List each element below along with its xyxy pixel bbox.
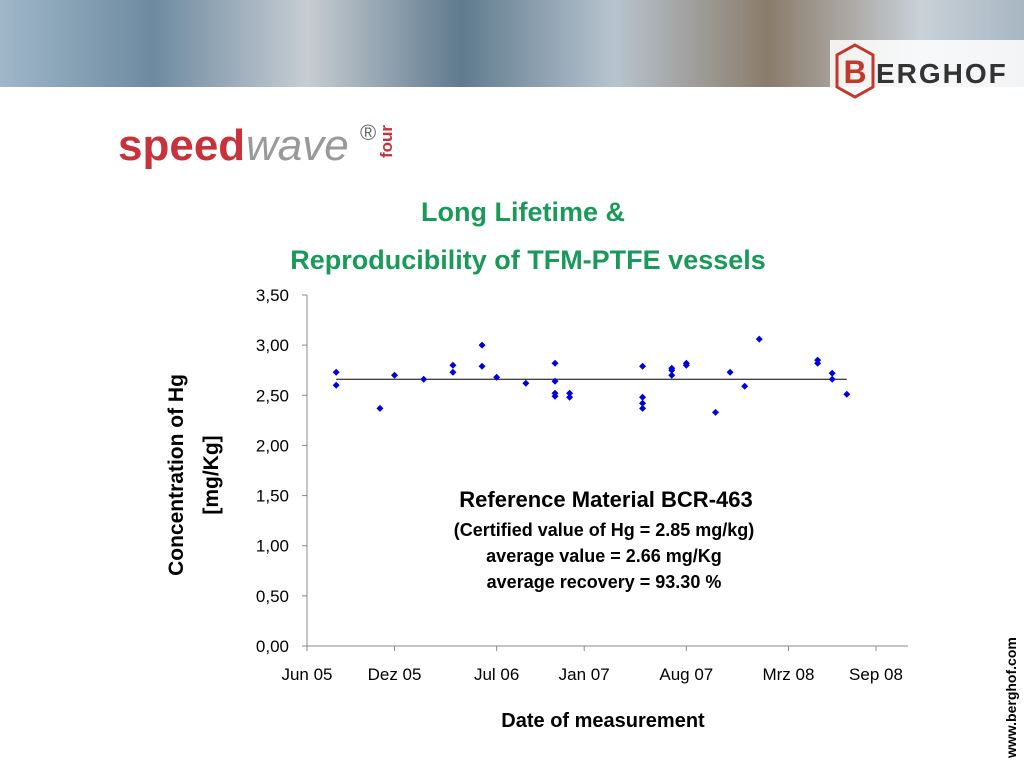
data-point bbox=[551, 392, 559, 400]
data-point bbox=[726, 368, 734, 376]
logo-letter: B bbox=[843, 54, 866, 90]
data-point bbox=[639, 399, 647, 407]
data-point bbox=[551, 359, 559, 367]
logo-text: ERGHOF bbox=[876, 58, 1008, 89]
x-tick-label: Jul 06 bbox=[474, 665, 519, 684]
data-point bbox=[566, 393, 574, 401]
data-point bbox=[449, 361, 457, 369]
logo-hexagon bbox=[835, 43, 875, 99]
y-tick-label: 2,50 bbox=[256, 386, 289, 405]
y-tick-label: 3,50 bbox=[256, 286, 289, 305]
data-point bbox=[551, 377, 559, 385]
data-point bbox=[814, 359, 822, 367]
x-axis-label: Date of measurement bbox=[501, 710, 705, 732]
data-point bbox=[639, 393, 647, 401]
y-axis-label: [mg/Kg] bbox=[200, 435, 223, 514]
y-axis-label: Concentration of Hg bbox=[165, 374, 188, 576]
annotation: average value = 2.66 mg/Kg bbox=[486, 546, 722, 566]
data-point bbox=[741, 382, 749, 390]
data-point bbox=[755, 335, 763, 343]
data-point bbox=[493, 373, 501, 381]
data-point bbox=[376, 404, 384, 412]
website: www.berghof.com bbox=[1003, 637, 1019, 759]
y-tick-label: 3,00 bbox=[256, 336, 289, 355]
annotation: Reference Material BCR-463 bbox=[459, 487, 752, 512]
data-point bbox=[682, 359, 690, 367]
data-point bbox=[843, 390, 851, 398]
data-point bbox=[639, 404, 647, 412]
data-point bbox=[332, 381, 340, 389]
x-tick-label: Jun 05 bbox=[281, 665, 332, 684]
data-point bbox=[668, 371, 676, 379]
annotation: average recovery = 93.30 % bbox=[487, 572, 722, 592]
x-tick-label: Aug 07 bbox=[659, 665, 713, 684]
brand-registered: ® bbox=[360, 120, 376, 145]
data-point bbox=[449, 368, 457, 376]
data-point bbox=[712, 408, 720, 416]
x-tick-label: Mrz 08 bbox=[762, 665, 814, 684]
x-tick-label: Jan 07 bbox=[559, 665, 610, 684]
brand-four: four bbox=[377, 125, 396, 158]
data-point bbox=[391, 371, 399, 379]
data-point bbox=[420, 375, 428, 383]
y-tick-label: 2,00 bbox=[256, 436, 289, 455]
brand-wave: wave bbox=[246, 121, 349, 170]
data-point bbox=[639, 362, 647, 370]
x-tick-label: Sep 08 bbox=[849, 665, 903, 684]
data-point bbox=[566, 389, 574, 397]
data-point bbox=[668, 364, 676, 372]
data-point bbox=[332, 368, 340, 376]
data-point bbox=[828, 369, 836, 377]
y-tick-label: 1,50 bbox=[256, 487, 289, 506]
data-point bbox=[478, 341, 486, 349]
brand-speed: speed bbox=[118, 121, 245, 170]
data-point bbox=[828, 375, 836, 383]
x-tick-label: Dez 05 bbox=[368, 665, 422, 684]
y-tick-label: 1,00 bbox=[256, 537, 289, 556]
y-tick-label: 0,00 bbox=[256, 637, 289, 656]
y-tick-label: 0,50 bbox=[256, 587, 289, 606]
chart-title: Reproducibility of TFM-PTFE vessels bbox=[290, 245, 766, 275]
annotation: (Certified value of Hg = 2.85 mg/kg) bbox=[454, 520, 755, 540]
data-point bbox=[522, 379, 530, 387]
data-point bbox=[478, 362, 486, 370]
chart-title: Long Lifetime & bbox=[421, 197, 625, 227]
